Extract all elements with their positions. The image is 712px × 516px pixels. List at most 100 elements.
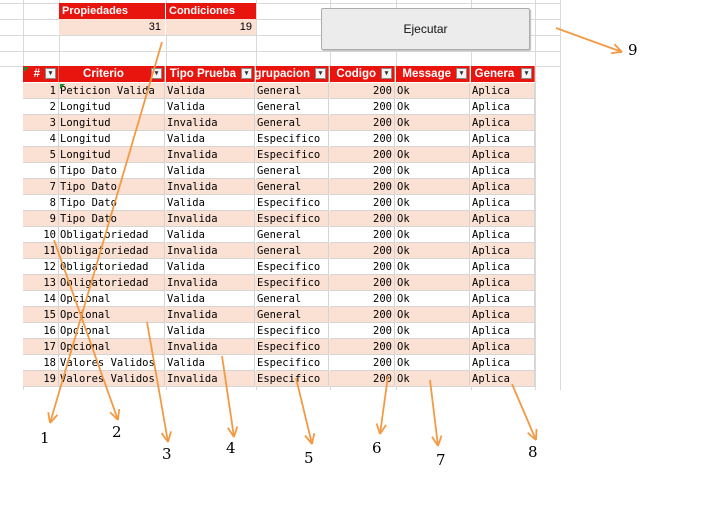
tipo-prueba-cell[interactable]: Invalida xyxy=(166,243,255,259)
table-row[interactable]: 11 Obligatoriedad Invalida General 200 Ok Apli… xyxy=(23,243,535,259)
table-row[interactable]: 2 Longitud Valida General 200 Ok Aplica xyxy=(23,99,535,115)
tipo-prueba-cell[interactable]: Valida xyxy=(166,131,255,147)
message-cell[interactable]: Ok xyxy=(396,307,470,323)
criterio-cell[interactable]: Obligatoriedad xyxy=(59,275,165,291)
codigo-cell[interactable]: 200 xyxy=(330,131,395,147)
message-cell[interactable]: Ok xyxy=(396,371,470,387)
row-number-cell[interactable]: 16 xyxy=(23,323,59,339)
codigo-cell[interactable]: 200 xyxy=(330,259,395,275)
codigo-cell[interactable]: 200 xyxy=(330,355,395,371)
agrupacion-cell[interactable]: Especifico xyxy=(256,211,329,227)
agrupacion-cell[interactable]: General xyxy=(256,99,329,115)
conditions-value[interactable]: 19 xyxy=(166,19,256,35)
row-number-cell[interactable]: 1 xyxy=(23,83,59,99)
row-number-cell[interactable]: 8 xyxy=(23,195,59,211)
row-number-cell[interactable]: 17 xyxy=(23,339,59,355)
genera-cell[interactable]: Aplica xyxy=(471,115,535,131)
table-row[interactable]: 15 Opcional Invalida General 200 Ok Aplica xyxy=(23,307,535,323)
agrupacion-cell[interactable]: Especifico xyxy=(256,323,329,339)
genera-cell[interactable]: Aplica xyxy=(471,371,535,387)
criterio-cell[interactable]: Tipo Dato xyxy=(59,163,165,179)
message-cell[interactable]: Ok xyxy=(396,323,470,339)
table-row[interactable]: 1 Peticion Valida Valida General 200 Ok Aplica xyxy=(23,83,535,99)
row-number-cell[interactable]: 18 xyxy=(23,355,59,371)
criterio-cell[interactable]: Obligatoriedad xyxy=(59,227,165,243)
genera-cell[interactable]: Aplica xyxy=(471,339,535,355)
row-number-cell[interactable]: 5 xyxy=(23,147,59,163)
table-row[interactable]: 7 Tipo Dato Invalida General 200 Ok Aplica xyxy=(23,179,535,195)
num-header[interactable]: # ▾ xyxy=(23,66,59,82)
tipo-prueba-cell[interactable]: Valida xyxy=(166,83,255,99)
properties-value[interactable]: 31 xyxy=(59,19,165,35)
tipo-prueba-cell[interactable]: Valida xyxy=(166,163,255,179)
message-header[interactable]: Message ▾ xyxy=(396,66,470,82)
genera-cell[interactable]: Aplica xyxy=(471,195,535,211)
tipo-prueba-cell[interactable]: Invalida xyxy=(166,275,255,291)
tipo-prueba-cell[interactable]: Invalida xyxy=(166,179,255,195)
genera-cell[interactable]: Aplica xyxy=(471,307,535,323)
genera-cell[interactable]: Aplica xyxy=(471,99,535,115)
message-cell[interactable]: Ok xyxy=(396,83,470,99)
execute-button[interactable]: Ejecutar xyxy=(321,8,530,50)
agrupacion-cell[interactable]: General xyxy=(256,163,329,179)
agrupacion-cell[interactable]: General xyxy=(256,115,329,131)
message-cell[interactable]: Ok xyxy=(396,163,470,179)
filter-dropdown-icon[interactable]: ▾ xyxy=(151,68,162,79)
genera-cell[interactable]: Aplica xyxy=(471,291,535,307)
agrupacion-cell[interactable]: General xyxy=(256,307,329,323)
codigo-cell[interactable]: 200 xyxy=(330,115,395,131)
genera-header[interactable]: Genera ▾ xyxy=(471,66,535,82)
agrupacion-cell[interactable]: General xyxy=(256,227,329,243)
genera-cell[interactable]: Aplica xyxy=(471,131,535,147)
tipo-prueba-cell[interactable]: Invalida xyxy=(166,371,255,387)
agrupacion-cell[interactable]: Especifico xyxy=(256,259,329,275)
codigo-cell[interactable]: 200 xyxy=(330,179,395,195)
genera-cell[interactable]: Aplica xyxy=(471,83,535,99)
message-cell[interactable]: Ok xyxy=(396,131,470,147)
message-cell[interactable]: Ok xyxy=(396,179,470,195)
row-number-cell[interactable]: 14 xyxy=(23,291,59,307)
criterio-cell[interactable]: Opcional xyxy=(59,323,165,339)
table-row[interactable]: 4 Longitud Valida Especifico 200 Ok Aplica xyxy=(23,131,535,147)
criterio-header[interactable]: Criterio ▾ xyxy=(59,66,165,82)
tipo-prueba-cell[interactable]: Valida xyxy=(166,99,255,115)
tipo-prueba-cell[interactable]: Valida xyxy=(166,227,255,243)
tipo-prueba-header[interactable]: Tipo Prueba ▾ xyxy=(166,66,255,82)
row-number-cell[interactable]: 12 xyxy=(23,259,59,275)
agrupacion-cell[interactable]: General xyxy=(256,83,329,99)
criterio-cell[interactable]: Tipo Dato xyxy=(59,211,165,227)
codigo-header[interactable]: Codigo ▾ xyxy=(330,66,395,82)
agrupacion-cell[interactable]: Especifico xyxy=(256,131,329,147)
table-row[interactable]: 14 Opcional Valida General 200 Ok Aplica xyxy=(23,291,535,307)
message-cell[interactable]: Ok xyxy=(396,195,470,211)
criterio-cell[interactable]: Valores Validos xyxy=(59,355,165,371)
criterio-cell[interactable]: Valores Validos xyxy=(59,371,165,387)
message-cell[interactable]: Ok xyxy=(396,99,470,115)
codigo-cell[interactable]: 200 xyxy=(330,195,395,211)
tipo-prueba-cell[interactable]: Invalida xyxy=(166,339,255,355)
genera-cell[interactable]: Aplica xyxy=(471,355,535,371)
message-cell[interactable]: Ok xyxy=(396,275,470,291)
genera-cell[interactable]: Aplica xyxy=(471,323,535,339)
row-number-cell[interactable]: 13 xyxy=(23,275,59,291)
table-row[interactable]: 12 Obligatoriedad Valida Especifico 200 Ok Apl… xyxy=(23,259,535,275)
agrupacion-cell[interactable]: Especifico xyxy=(256,355,329,371)
table-row[interactable]: 9 Tipo Dato Invalida Especifico 200 Ok Aplica xyxy=(23,211,535,227)
genera-cell[interactable]: Aplica xyxy=(471,211,535,227)
codigo-cell[interactable]: 200 xyxy=(330,227,395,243)
filter-dropdown-icon[interactable]: ▾ xyxy=(521,68,532,79)
tipo-prueba-cell[interactable]: Invalida xyxy=(166,115,255,131)
tipo-prueba-cell[interactable]: Valida xyxy=(166,323,255,339)
row-number-cell[interactable]: 19 xyxy=(23,371,59,387)
filter-dropdown-icon[interactable]: ▾ xyxy=(45,68,56,79)
table-row[interactable]: 13 Obligatoriedad Invalida Especifico 200 Ok A… xyxy=(23,275,535,291)
criterio-cell[interactable]: Opcional xyxy=(59,291,165,307)
agrupacion-cell[interactable]: Especifico xyxy=(256,195,329,211)
tipo-prueba-cell[interactable]: Invalida xyxy=(166,307,255,323)
codigo-cell[interactable]: 200 xyxy=(330,211,395,227)
row-number-cell[interactable]: 6 xyxy=(23,163,59,179)
codigo-cell[interactable]: 200 xyxy=(330,275,395,291)
row-number-cell[interactable]: 3 xyxy=(23,115,59,131)
row-number-cell[interactable]: 10 xyxy=(23,227,59,243)
table-row[interactable]: 16 Opcional Valida Especifico 200 Ok Aplica xyxy=(23,323,535,339)
